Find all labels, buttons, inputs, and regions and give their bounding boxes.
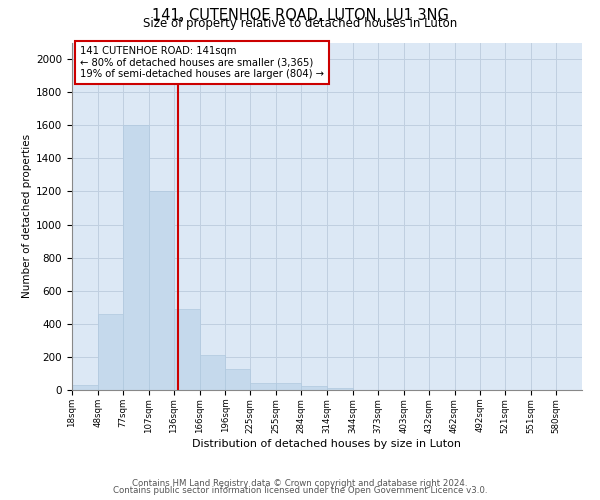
Bar — [301, 386, 327, 390]
Text: Size of property relative to detached houses in Luton: Size of property relative to detached ho… — [143, 18, 457, 30]
Text: 141, CUTENHOE ROAD, LUTON, LU1 3NG: 141, CUTENHOE ROAD, LUTON, LU1 3NG — [152, 8, 448, 22]
Y-axis label: Number of detached properties: Number of detached properties — [22, 134, 32, 298]
Bar — [72, 385, 98, 390]
Bar — [250, 382, 276, 390]
Bar — [276, 384, 301, 390]
Bar — [98, 314, 123, 390]
Bar — [199, 355, 226, 390]
X-axis label: Distribution of detached houses by size in Luton: Distribution of detached houses by size … — [193, 440, 461, 450]
Bar — [149, 192, 173, 390]
Bar — [327, 388, 353, 390]
Text: 141 CUTENHOE ROAD: 141sqm
← 80% of detached houses are smaller (3,365)
19% of se: 141 CUTENHOE ROAD: 141sqm ← 80% of detac… — [80, 46, 323, 79]
Bar — [173, 309, 199, 390]
Bar — [123, 125, 149, 390]
Text: Contains public sector information licensed under the Open Government Licence v3: Contains public sector information licen… — [113, 486, 487, 495]
Bar — [226, 370, 250, 390]
Text: Contains HM Land Registry data © Crown copyright and database right 2024.: Contains HM Land Registry data © Crown c… — [132, 478, 468, 488]
